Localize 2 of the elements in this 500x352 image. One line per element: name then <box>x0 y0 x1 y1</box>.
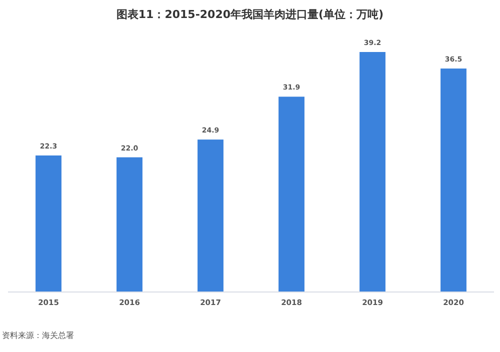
text: 资料来源：海关总署 <box>2 331 74 340</box>
chart-title: 图表11：2015-2020年我国羊肉进口量(单位：万吨) <box>116 8 384 21</box>
